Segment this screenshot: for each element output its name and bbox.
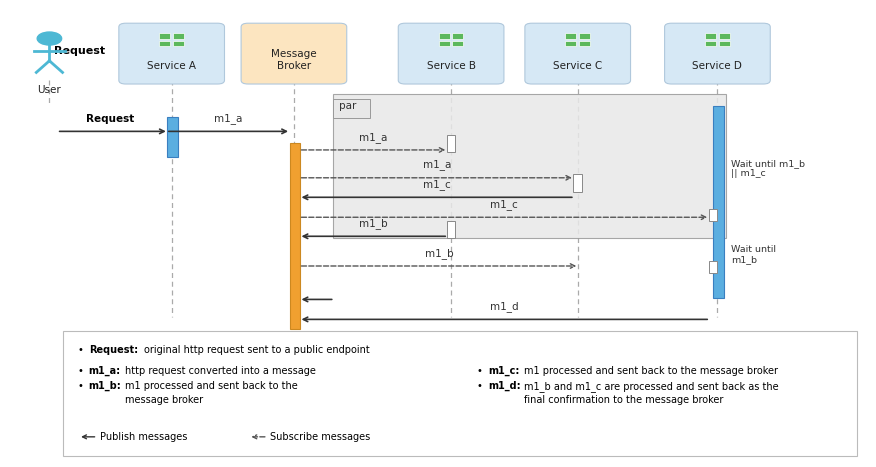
FancyBboxPatch shape [718, 34, 730, 39]
Text: Request:: Request: [88, 345, 138, 355]
FancyBboxPatch shape [705, 34, 716, 39]
FancyBboxPatch shape [439, 41, 449, 46]
Text: Service A: Service A [147, 61, 196, 71]
FancyBboxPatch shape [333, 99, 370, 118]
Text: m1_b:: m1_b: [88, 381, 122, 391]
Text: •: • [477, 366, 486, 376]
FancyBboxPatch shape [159, 34, 170, 39]
Text: message broker: message broker [124, 395, 202, 405]
Text: http request converted into a message: http request converted into a message [124, 366, 315, 376]
FancyBboxPatch shape [709, 209, 717, 221]
Text: m1_b: m1_b [425, 248, 453, 259]
Text: Request: Request [53, 46, 105, 56]
FancyBboxPatch shape [452, 41, 463, 46]
FancyBboxPatch shape [566, 41, 576, 46]
FancyBboxPatch shape [713, 106, 724, 298]
FancyBboxPatch shape [159, 41, 170, 46]
Text: Wait until m1_b
|| m1_c: Wait until m1_b || m1_c [731, 159, 805, 178]
Text: •: • [78, 366, 88, 376]
FancyBboxPatch shape [447, 134, 456, 152]
Text: m1_b: m1_b [359, 218, 388, 229]
Text: m1_b and m1_c are processed and sent back as the: m1_b and m1_c are processed and sent bac… [524, 381, 778, 392]
FancyBboxPatch shape [574, 174, 582, 192]
Text: Request: Request [87, 114, 135, 124]
FancyBboxPatch shape [333, 94, 726, 238]
Text: par: par [339, 101, 357, 111]
Text: m1_a: m1_a [422, 159, 451, 170]
FancyBboxPatch shape [525, 23, 631, 84]
FancyBboxPatch shape [399, 23, 504, 84]
FancyBboxPatch shape [173, 34, 184, 39]
Text: User: User [38, 85, 61, 95]
FancyBboxPatch shape [447, 220, 456, 238]
FancyBboxPatch shape [290, 143, 300, 329]
Text: m1_c: m1_c [491, 199, 519, 210]
Text: m1_a: m1_a [215, 113, 243, 124]
FancyBboxPatch shape [665, 23, 770, 84]
Text: m1_a: m1_a [359, 132, 387, 142]
Text: m1 processed and sent back to the: m1 processed and sent back to the [124, 381, 297, 391]
FancyBboxPatch shape [119, 23, 224, 84]
Text: Service D: Service D [693, 61, 742, 71]
FancyBboxPatch shape [718, 41, 730, 46]
Text: Subscribe messages: Subscribe messages [271, 432, 371, 442]
Text: m1_d: m1_d [490, 301, 519, 312]
Text: Service B: Service B [427, 61, 476, 71]
Text: •: • [78, 381, 88, 391]
Text: Service C: Service C [553, 61, 603, 71]
Text: m1_a:: m1_a: [88, 366, 121, 376]
Text: m1 processed and sent back to the message broker: m1 processed and sent back to the messag… [524, 366, 778, 376]
FancyBboxPatch shape [579, 34, 590, 39]
FancyBboxPatch shape [439, 34, 449, 39]
Circle shape [37, 32, 61, 45]
FancyBboxPatch shape [709, 262, 717, 273]
Text: •: • [477, 381, 486, 391]
FancyBboxPatch shape [167, 117, 178, 157]
Text: m1_d:: m1_d: [488, 381, 520, 391]
FancyBboxPatch shape [173, 41, 184, 46]
Text: final confirmation to the message broker: final confirmation to the message broker [524, 395, 723, 405]
Text: Publish messages: Publish messages [100, 432, 187, 442]
FancyBboxPatch shape [705, 41, 716, 46]
FancyBboxPatch shape [241, 23, 347, 84]
Text: m1_c: m1_c [423, 179, 450, 190]
FancyBboxPatch shape [579, 41, 590, 46]
Text: •: • [78, 345, 88, 355]
Text: Message
Broker: Message Broker [271, 50, 317, 71]
Text: m1_c:: m1_c: [488, 366, 519, 376]
FancyBboxPatch shape [62, 331, 857, 456]
Text: original http request sent to a public endpoint: original http request sent to a public e… [144, 345, 370, 355]
FancyBboxPatch shape [566, 34, 576, 39]
FancyBboxPatch shape [452, 34, 463, 39]
Text: Wait until
m1_b: Wait until m1_b [731, 245, 776, 264]
